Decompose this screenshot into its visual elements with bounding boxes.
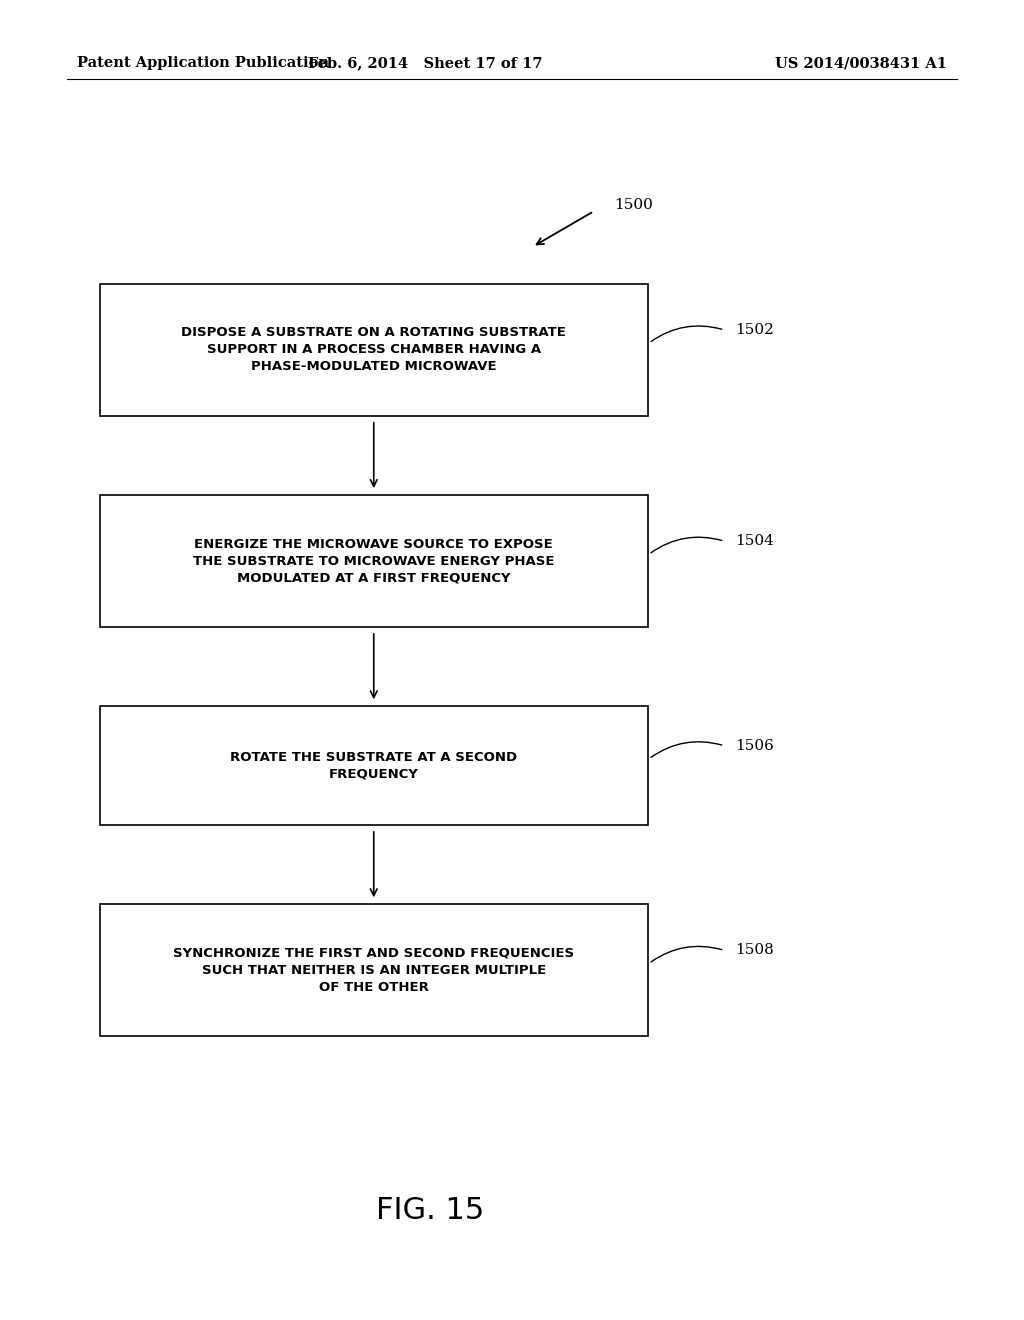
Bar	[99, 706, 648, 825]
Text: Feb. 6, 2014   Sheet 17 of 17: Feb. 6, 2014 Sheet 17 of 17	[307, 57, 543, 70]
Text: ENERGIZE THE MICROWAVE SOURCE TO EXPOSE
THE SUBSTRATE TO MICROWAVE ENERGY PHASE
: ENERGIZE THE MICROWAVE SOURCE TO EXPOSE …	[193, 537, 555, 585]
Bar	[99, 284, 648, 416]
Text: 1508: 1508	[735, 944, 773, 957]
Text: SYNCHRONIZE THE FIRST AND SECOND FREQUENCIES
SUCH THAT NEITHER IS AN INTEGER MUL: SYNCHRONIZE THE FIRST AND SECOND FREQUEN…	[173, 946, 574, 994]
Text: ROTATE THE SUBSTRATE AT A SECOND
FREQUENCY: ROTATE THE SUBSTRATE AT A SECOND FREQUEN…	[230, 751, 517, 780]
Bar	[99, 495, 648, 627]
Text: US 2014/0038431 A1: US 2014/0038431 A1	[775, 57, 947, 70]
Text: DISPOSE A SUBSTRATE ON A ROTATING SUBSTRATE
SUPPORT IN A PROCESS CHAMBER HAVING : DISPOSE A SUBSTRATE ON A ROTATING SUBSTR…	[181, 326, 566, 374]
Text: 1504: 1504	[735, 535, 773, 548]
Text: Patent Application Publication: Patent Application Publication	[77, 57, 329, 70]
Text: 1500: 1500	[614, 198, 653, 211]
Text: FIG. 15: FIG. 15	[376, 1196, 484, 1225]
Bar	[99, 904, 648, 1036]
Text: 1506: 1506	[735, 739, 773, 752]
Text: 1502: 1502	[735, 323, 773, 337]
